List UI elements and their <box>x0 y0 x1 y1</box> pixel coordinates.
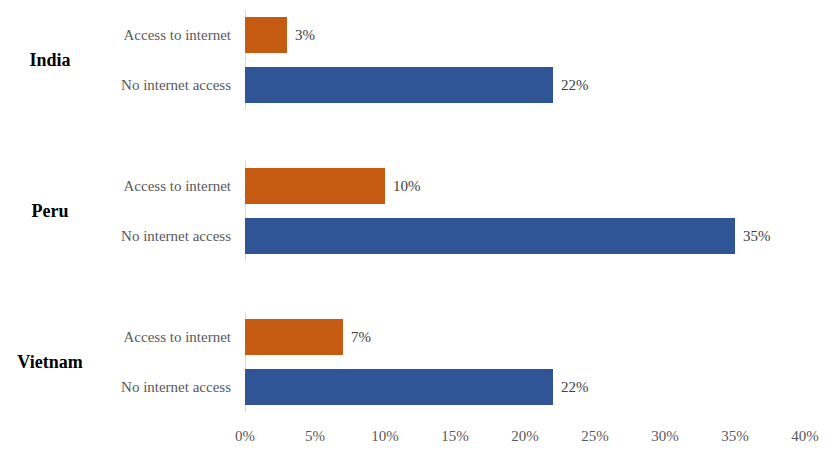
svg-text:No internet access: No internet access <box>121 77 231 93</box>
svg-text:20%: 20% <box>511 428 539 444</box>
svg-text:10%: 10% <box>371 428 399 444</box>
svg-text:10%: 10% <box>393 178 421 194</box>
svg-text:Access to internet: Access to internet <box>124 178 232 194</box>
svg-text:Vietnam: Vietnam <box>17 352 82 372</box>
svg-text:India: India <box>29 50 70 70</box>
svg-text:15%: 15% <box>441 428 469 444</box>
svg-text:Peru: Peru <box>32 201 69 221</box>
svg-text:25%: 25% <box>581 428 609 444</box>
svg-text:40%: 40% <box>791 428 819 444</box>
svg-text:Access to internet: Access to internet <box>124 27 232 43</box>
svg-text:3%: 3% <box>295 27 315 43</box>
svg-text:Access to internet: Access to internet <box>124 329 232 345</box>
svg-text:0%: 0% <box>235 428 255 444</box>
svg-text:22%: 22% <box>561 379 589 395</box>
svg-text:5%: 5% <box>305 428 325 444</box>
svg-text:35%: 35% <box>721 428 749 444</box>
svg-text:7%: 7% <box>351 329 371 345</box>
svg-text:30%: 30% <box>651 428 679 444</box>
svg-text:No internet access: No internet access <box>121 379 231 395</box>
svg-text:No internet access: No internet access <box>121 228 231 244</box>
svg-text:35%: 35% <box>743 228 771 244</box>
svg-text:22%: 22% <box>561 77 589 93</box>
